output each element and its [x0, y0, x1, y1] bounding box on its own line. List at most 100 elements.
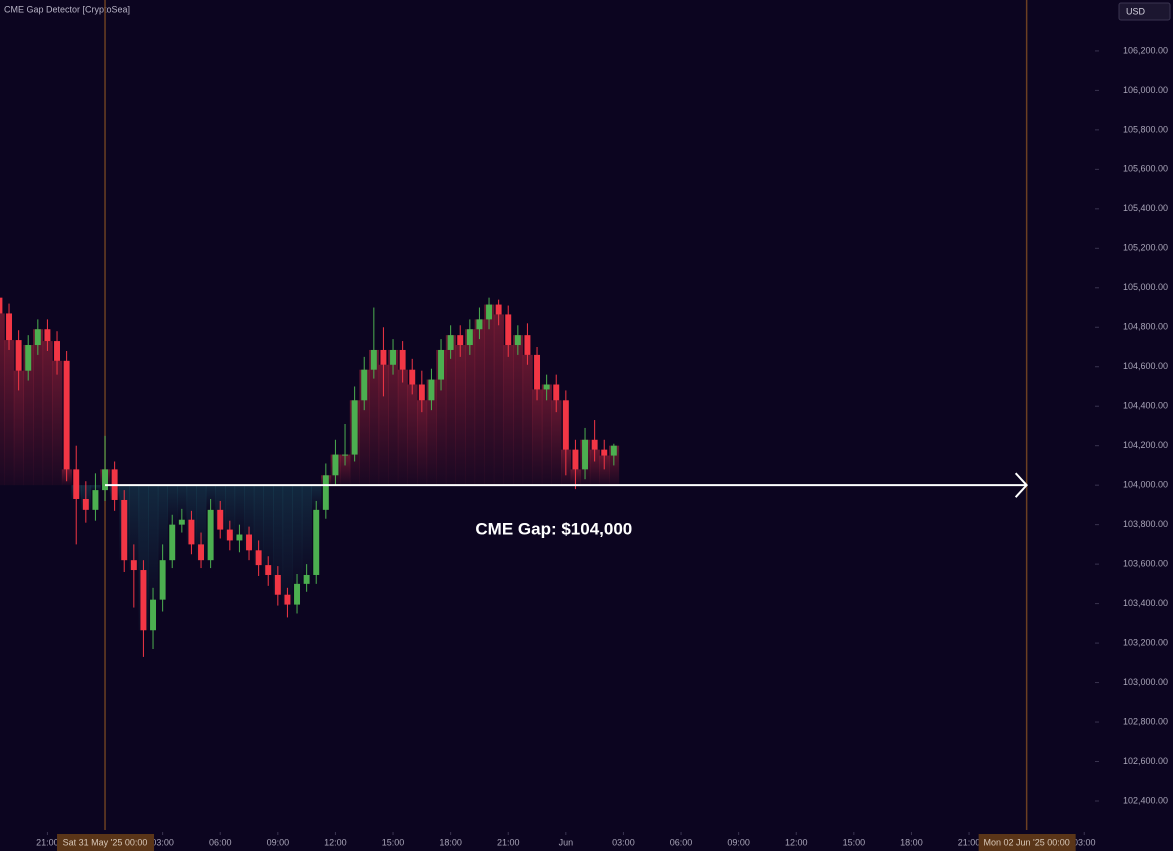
candle-body — [380, 349, 387, 365]
candle-body — [198, 544, 205, 561]
gap-fill — [4, 340, 15, 486]
candle-body — [457, 335, 464, 346]
currency-box[interactable] — [1118, 2, 1171, 21]
candle-body — [342, 454, 349, 456]
gap-fill — [196, 485, 207, 561]
candle-body — [582, 439, 589, 470]
candle-body — [447, 335, 454, 350]
candle-body — [169, 524, 176, 561]
candle-body — [553, 384, 560, 401]
candle-body — [6, 313, 13, 341]
gap-fill — [273, 485, 284, 595]
gap-fill — [263, 485, 274, 575]
gap-fill — [369, 349, 380, 486]
x-tick-label: 15:00 — [843, 837, 866, 847]
x-tick-label: 15:00 — [382, 837, 405, 847]
candle-body — [15, 340, 22, 371]
gap-fill — [426, 379, 437, 486]
candle-body — [102, 469, 109, 491]
gap-fill — [455, 345, 466, 486]
gap-fill — [13, 370, 24, 486]
candle-body — [610, 445, 617, 456]
candle-body — [207, 509, 214, 561]
y-tick-label: 106,000.00 — [1123, 85, 1168, 95]
candle-body — [572, 449, 579, 470]
session-label-box — [57, 834, 155, 851]
gap-fill — [541, 384, 552, 486]
gap-fill — [253, 485, 264, 566]
y-tick-label: 103,200.00 — [1123, 637, 1168, 647]
candle-body — [130, 560, 137, 571]
session-label: Sat 31 May '25 00:00 — [63, 837, 148, 847]
y-tick-label: 104,000.00 — [1123, 480, 1168, 490]
candle-body — [370, 349, 377, 370]
candle-body — [0, 297, 3, 314]
currency-label[interactable]: USD — [1126, 6, 1146, 16]
gap-fill — [388, 349, 399, 486]
gap-arrow — [1014, 472, 1029, 498]
candle-body — [351, 400, 358, 455]
candle-body — [543, 384, 550, 390]
gap-fill — [599, 455, 610, 486]
gap-fill — [532, 389, 543, 486]
candle-body — [495, 304, 502, 315]
candle-body — [246, 534, 253, 551]
gap-fill — [177, 485, 188, 520]
gap-fill — [513, 335, 524, 486]
candle-body — [514, 335, 521, 346]
candle-body — [34, 329, 41, 346]
y-tick-label: 102,800.00 — [1123, 716, 1168, 726]
candle-body — [82, 498, 89, 510]
x-tick-label: 03:00 — [151, 837, 174, 847]
y-tick-label: 104,200.00 — [1123, 440, 1168, 450]
candle-body — [73, 469, 80, 499]
candle-body — [486, 304, 493, 320]
gap-fill — [301, 485, 312, 575]
candle-body — [188, 519, 195, 545]
x-tick-label: 06:00 — [209, 837, 232, 847]
candle-body — [409, 369, 416, 385]
y-tick-label: 102,400.00 — [1123, 795, 1168, 805]
gap-fill — [503, 345, 514, 486]
y-tick-label: 103,600.00 — [1123, 558, 1168, 568]
gap-fill — [148, 485, 159, 600]
candle-body — [284, 594, 291, 605]
y-tick-label: 104,600.00 — [1123, 361, 1168, 371]
candle-body — [332, 454, 339, 476]
x-tick-label: 09:00 — [727, 837, 750, 847]
x-tick-label: 12:00 — [324, 837, 347, 847]
candle-body — [294, 583, 301, 605]
y-tick-label: 105,800.00 — [1123, 124, 1168, 134]
x-tick-label: 21:00 — [36, 837, 59, 847]
session-label: Mon 02 Jun '25 00:00 — [983, 837, 1069, 847]
candle-body — [591, 439, 598, 450]
gap-fill — [465, 329, 476, 486]
candle-body — [25, 345, 32, 371]
candle-body — [361, 369, 368, 401]
x-tick-label: 03:00 — [612, 837, 635, 847]
x-tick-label: 06:00 — [670, 837, 693, 847]
x-tick-label: 18:00 — [900, 837, 923, 847]
x-tick-label: 21:00 — [958, 837, 981, 847]
candle-body — [476, 319, 483, 330]
candle-body — [303, 574, 310, 584]
gap-fill — [474, 319, 485, 486]
gap-fill — [129, 485, 140, 571]
y-tick-label: 105,400.00 — [1123, 203, 1168, 213]
x-tick-label: 21:00 — [497, 837, 520, 847]
y-tick-label: 105,600.00 — [1123, 164, 1168, 174]
candle-body — [150, 599, 157, 631]
candle-body — [601, 449, 608, 456]
gap-fill — [551, 400, 562, 486]
candle-body — [438, 349, 445, 380]
candle-body — [121, 499, 128, 561]
gap-fill — [359, 369, 370, 486]
gap-fill — [311, 485, 322, 510]
candle-body — [322, 475, 329, 510]
gap-fill — [157, 485, 168, 561]
gap-fill — [292, 485, 303, 584]
gap-fill — [407, 384, 418, 486]
